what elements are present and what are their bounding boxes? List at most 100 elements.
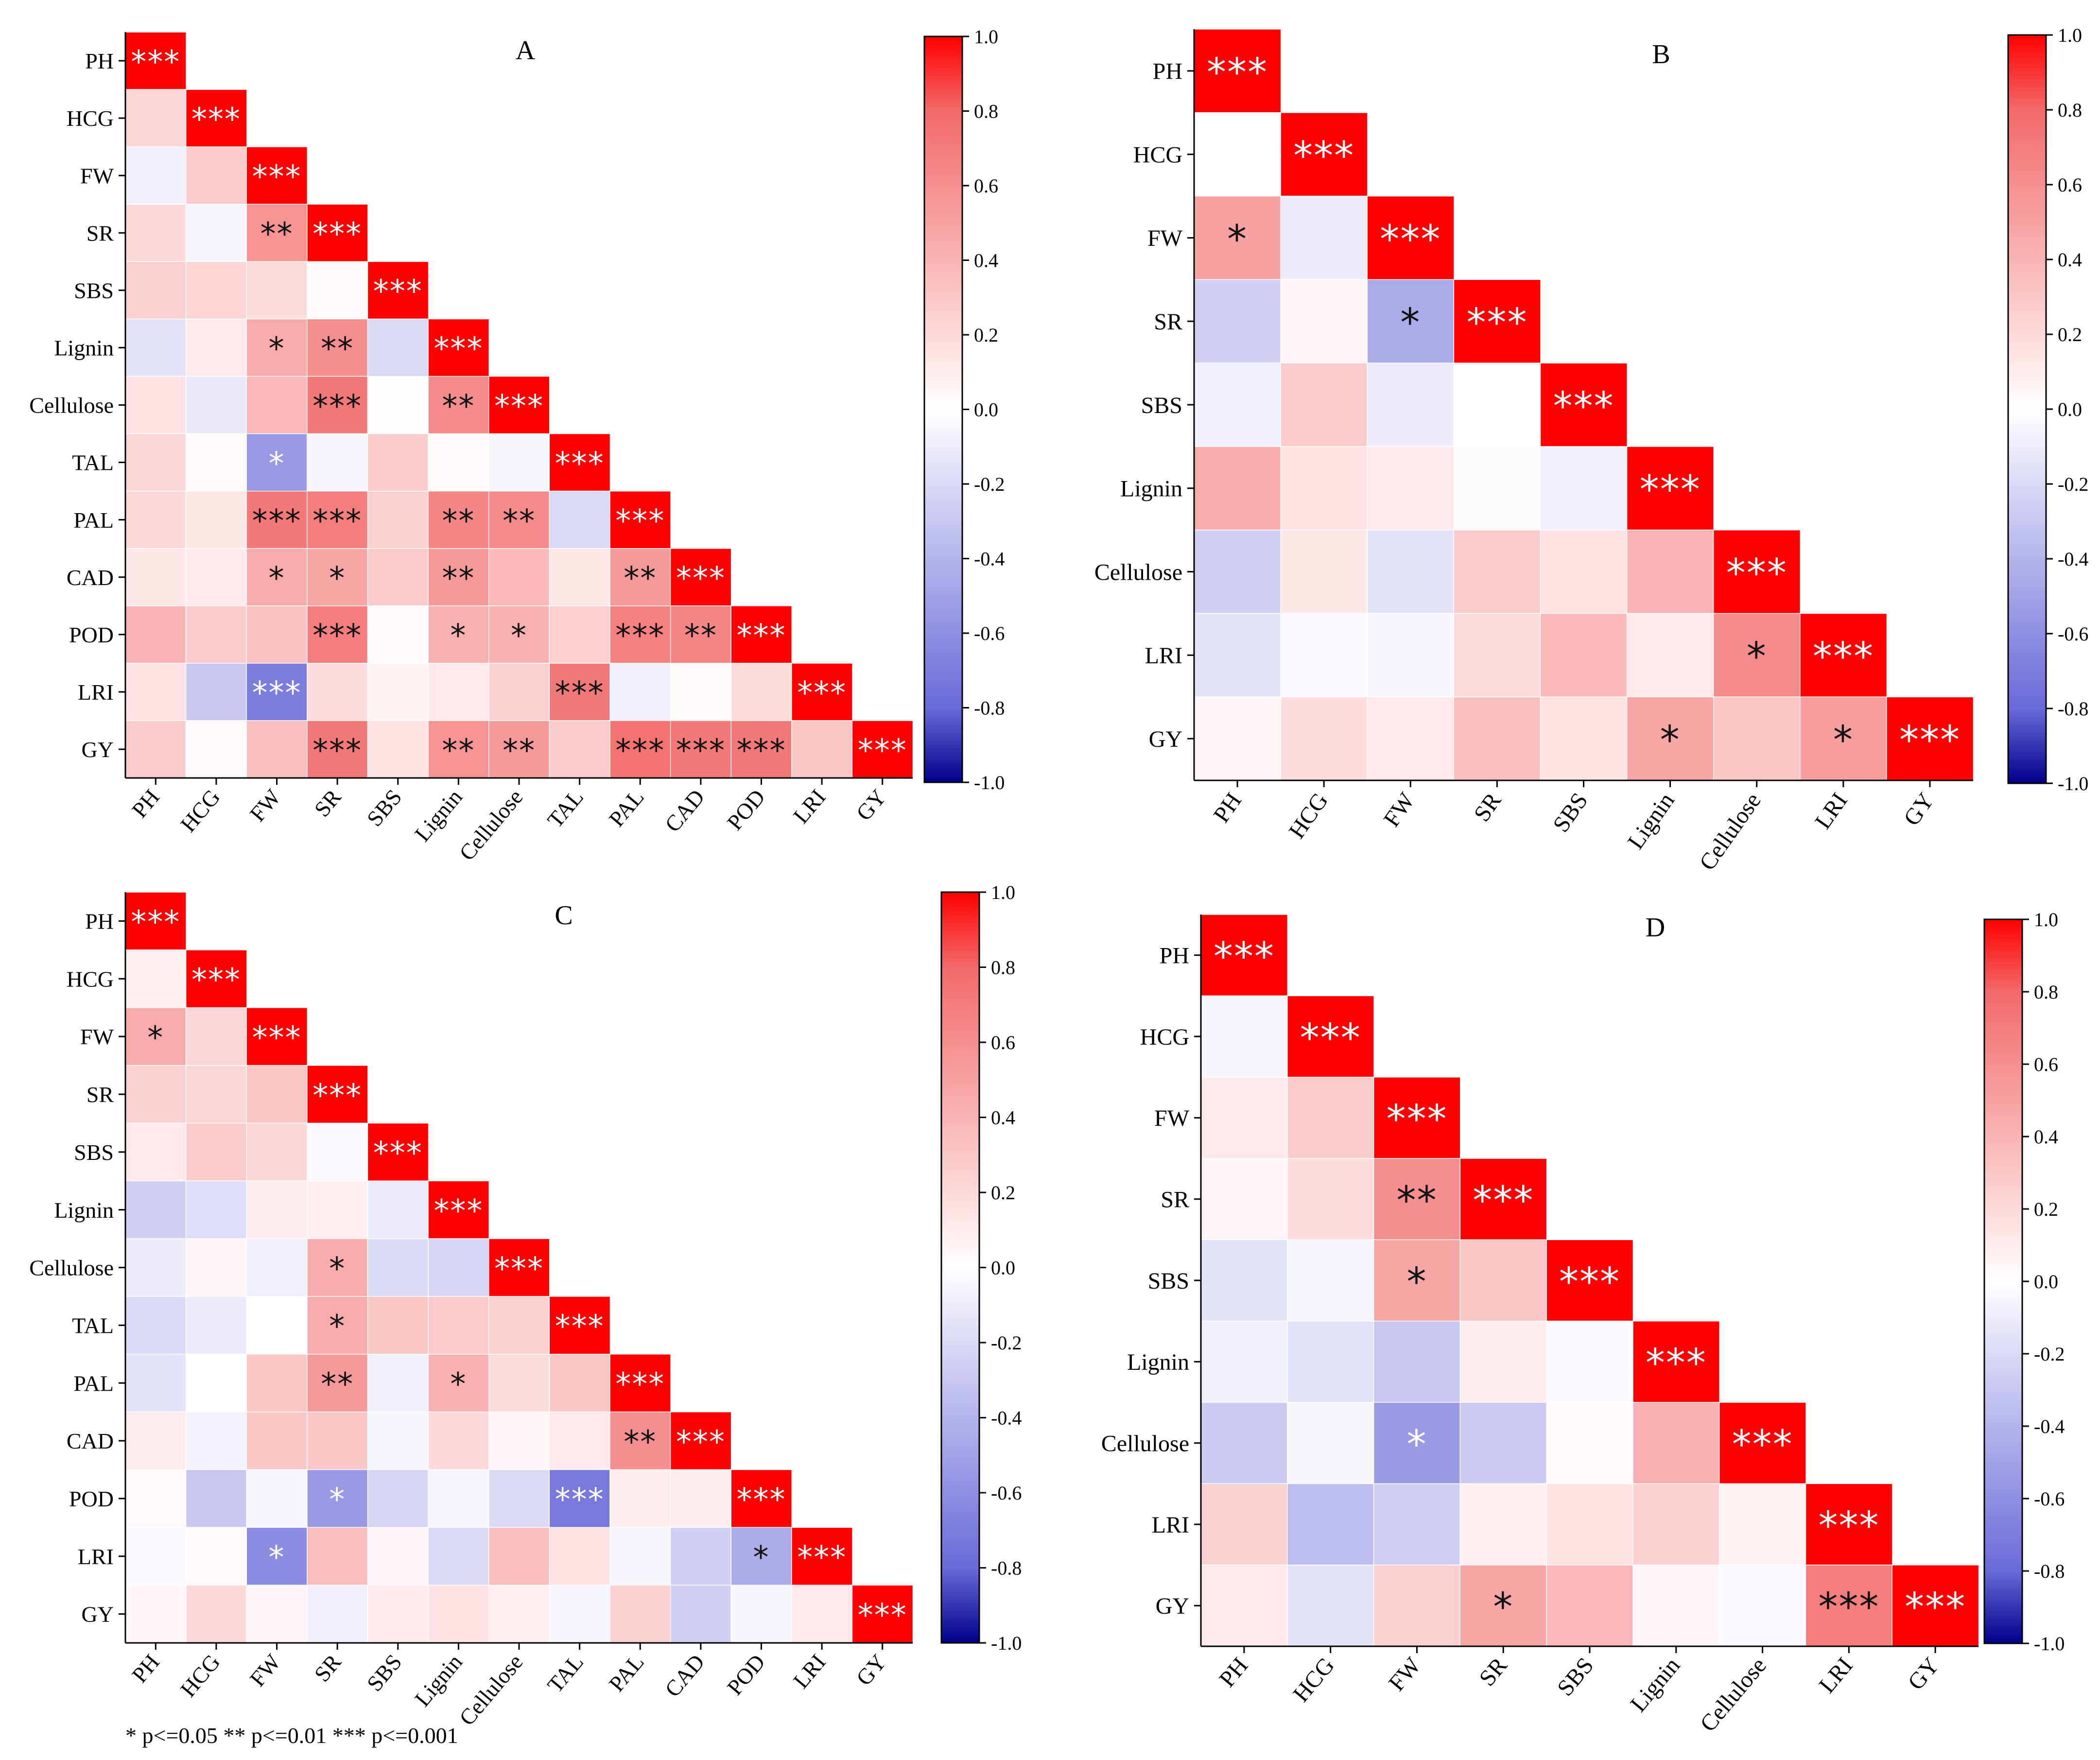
heatmap-cell [670,720,732,779]
significance-marker: * [269,331,285,367]
heatmap-cell [549,1411,611,1470]
heatmap-cell [670,548,732,607]
column-label: LRI [1814,1653,1857,1698]
heatmap-cell [488,1527,550,1586]
column-label: Cellulose [1694,788,1766,875]
column-label: SR [310,1649,346,1686]
heatmap-cell [609,663,671,722]
colorbar-tick-label: 0.8 [2034,981,2058,1003]
column-label: Lignin [1625,1653,1685,1717]
heatmap-cell [367,376,429,434]
heatmap-cell [1632,1402,1720,1484]
significance-marker: *** [191,963,241,999]
column-label: Lignin [410,785,467,846]
significance-marker: *** [1553,383,1614,429]
row-label: LRI [1145,643,1182,669]
heatmap-cell [125,1238,187,1297]
colorbar-tick-label: -0.2 [991,1332,1022,1354]
column-label: PH [1214,1653,1253,1692]
heatmap-cell [1453,529,1541,614]
heatmap-cell [1280,112,1368,197]
colorbar-tick-label: 0.4 [974,250,998,272]
column-label: PAL [604,785,649,831]
heatmap-cell [246,720,308,779]
significance-marker: * [1747,634,1767,679]
column-label: GY [1899,788,1939,830]
significance-marker: *** [858,733,907,769]
heatmap-cell [1287,1320,1374,1403]
significance-marker: *** [252,1020,302,1056]
significance-marker: *** [434,331,483,367]
colorbar-tick-label: 0.2 [2058,324,2082,345]
heatmap-cell [670,1411,732,1470]
significance-marker: *** [373,1136,423,1172]
column-label: PAL [604,1650,649,1696]
heatmap-cell [125,1585,187,1644]
colorbar-tick-label: 0.8 [2058,99,2082,121]
heatmap-cell [1200,1239,1288,1322]
heatmap-cell [307,490,368,549]
heatmap-cell [1546,1483,1634,1566]
significance-marker: * [1833,718,1854,763]
significance-marker: ** [260,217,294,253]
heatmap-cell [488,433,550,492]
heatmap-cell [1280,446,1368,531]
heatmap-cell [125,949,187,1008]
heatmap-cell [367,663,429,722]
heatmap-cell [1459,1564,1547,1647]
heatmap-cell [428,433,489,492]
heatmap-cell [549,548,611,607]
significance-marker: ** [1396,1178,1437,1223]
significance-marker: * [511,618,527,654]
heatmap-cell [367,605,429,664]
heatmap-cell [1713,696,1801,781]
heatmap-cell [1280,696,1368,781]
row-label: GY [82,1602,114,1627]
significance-marker: ** [442,503,475,539]
heatmap-cell [185,89,247,148]
column-label: SR [310,784,346,821]
row-label: FW [1154,1105,1190,1131]
heatmap-cell [367,1238,429,1297]
column-label: SBS [1548,788,1593,837]
colorbar-tick-label: 0.2 [974,324,998,346]
heatmap-cell [1367,362,1455,448]
colorbar-tick-label: -0.8 [2034,1560,2065,1582]
heatmap-cell [125,1180,187,1240]
heatmap-cell [1194,529,1282,614]
significance-marker: *** [615,733,665,769]
heatmap-cell [1453,362,1541,448]
colorbar [940,891,980,1644]
heatmap-cell [1626,446,1714,531]
heatmap-cell [367,1411,429,1470]
heatmap-cell [307,1180,368,1240]
heatmap-cell [185,376,247,434]
panel-title: A [516,35,536,66]
row-label: GY [82,737,114,762]
row-label: CAD [67,565,114,590]
row-label: SR [87,221,114,245]
heatmap-cell [185,261,247,320]
heatmap-cell [549,1296,611,1355]
heatmap-cell [1367,195,1455,280]
heatmap-cell [125,376,187,434]
row-label: LRI [1152,1512,1189,1538]
significance-marker: ** [321,1367,354,1403]
panel-title: C [555,900,573,931]
heatmap-cell [185,663,247,722]
heatmap-cell [246,376,308,434]
heatmap-cell [246,261,308,320]
significance-marker: * [1406,1259,1427,1304]
significance-marker: *** [736,618,786,654]
colorbar-tick-label: 0.0 [2058,398,2082,420]
heatmap-cell [185,949,247,1008]
heatmap-cell [367,1527,429,1586]
row-label: SR [1154,309,1182,335]
heatmap-cell [125,892,187,951]
heatmap-cell [609,605,671,664]
significance-marker: *** [1726,551,1788,596]
significance-marker: ** [442,561,475,597]
significance-marker: *** [676,561,726,597]
significance-marker: *** [131,44,180,80]
heatmap-cell [1367,279,1455,364]
